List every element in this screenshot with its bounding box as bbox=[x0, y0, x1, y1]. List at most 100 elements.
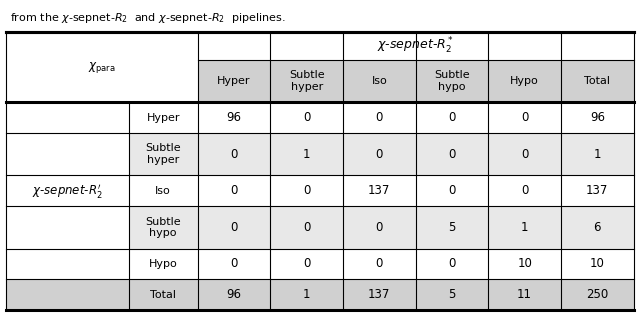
Bar bbox=[488, 279, 561, 310]
Bar bbox=[415, 102, 488, 133]
Text: Total: Total bbox=[150, 290, 176, 300]
Text: 1: 1 bbox=[303, 288, 310, 301]
Bar bbox=[6, 32, 198, 102]
Bar bbox=[561, 279, 634, 310]
Text: Iso: Iso bbox=[156, 186, 171, 196]
Text: 0: 0 bbox=[376, 111, 383, 124]
Text: 0: 0 bbox=[303, 221, 310, 234]
Bar bbox=[6, 3, 634, 32]
Text: 0: 0 bbox=[230, 184, 237, 197]
Bar bbox=[343, 133, 415, 176]
Text: 96: 96 bbox=[227, 288, 241, 301]
Text: 5: 5 bbox=[448, 221, 456, 234]
Bar bbox=[198, 60, 270, 102]
Bar bbox=[415, 279, 488, 310]
Bar bbox=[415, 133, 488, 176]
Text: 11: 11 bbox=[517, 288, 532, 301]
Bar bbox=[198, 32, 634, 60]
Text: 137: 137 bbox=[586, 184, 609, 197]
Bar bbox=[343, 279, 415, 310]
Text: 0: 0 bbox=[448, 148, 456, 161]
Bar bbox=[129, 249, 198, 279]
Bar bbox=[488, 249, 561, 279]
Bar bbox=[270, 249, 343, 279]
Text: 0: 0 bbox=[376, 148, 383, 161]
Bar bbox=[343, 102, 415, 133]
Bar bbox=[270, 176, 343, 206]
Text: 1: 1 bbox=[303, 148, 310, 161]
Text: 96: 96 bbox=[227, 111, 241, 124]
Text: 250: 250 bbox=[586, 288, 609, 301]
Bar bbox=[561, 60, 634, 102]
Text: 0: 0 bbox=[448, 111, 456, 124]
Text: Subtle
hyper: Subtle hyper bbox=[289, 70, 324, 92]
Text: Subtle
hypo: Subtle hypo bbox=[145, 217, 181, 238]
Bar bbox=[415, 176, 488, 206]
Text: Hyper: Hyper bbox=[147, 113, 180, 123]
Text: 0: 0 bbox=[230, 221, 237, 234]
Bar bbox=[561, 176, 634, 206]
Text: Total: Total bbox=[584, 76, 611, 86]
Text: 10: 10 bbox=[590, 257, 605, 270]
Text: 5: 5 bbox=[448, 288, 456, 301]
Text: 0: 0 bbox=[521, 184, 528, 197]
Bar bbox=[270, 206, 343, 249]
Text: $\chi$-sepnet-$R_2^*$: $\chi$-sepnet-$R_2^*$ bbox=[377, 36, 454, 56]
Bar bbox=[198, 206, 270, 249]
Bar bbox=[198, 176, 270, 206]
Bar bbox=[198, 102, 270, 133]
Text: 0: 0 bbox=[521, 148, 528, 161]
Bar bbox=[415, 249, 488, 279]
Text: 96: 96 bbox=[590, 111, 605, 124]
Bar bbox=[343, 206, 415, 249]
Bar bbox=[6, 102, 129, 279]
Text: 0: 0 bbox=[303, 184, 310, 197]
Bar bbox=[488, 102, 561, 133]
Text: Hyper: Hyper bbox=[217, 76, 251, 86]
Text: Hypo: Hypo bbox=[149, 259, 177, 269]
Bar bbox=[415, 60, 488, 102]
Bar bbox=[198, 249, 270, 279]
Text: from the $\chi$-sepnet-$R_2$  and $\chi$-sepnet-$R_2$  pipelines.: from the $\chi$-sepnet-$R_2$ and $\chi$-… bbox=[10, 11, 285, 25]
Text: 0: 0 bbox=[230, 257, 237, 270]
Text: Hypo: Hypo bbox=[510, 76, 539, 86]
Bar bbox=[129, 102, 198, 133]
Text: Subtle
hypo: Subtle hypo bbox=[434, 70, 470, 92]
Bar bbox=[270, 133, 343, 176]
Bar bbox=[270, 102, 343, 133]
Bar bbox=[343, 60, 415, 102]
Bar bbox=[343, 249, 415, 279]
Bar bbox=[415, 206, 488, 249]
Text: 0: 0 bbox=[448, 184, 456, 197]
Bar bbox=[343, 176, 415, 206]
Bar bbox=[270, 60, 343, 102]
Bar bbox=[488, 133, 561, 176]
Bar bbox=[561, 249, 634, 279]
Text: 10: 10 bbox=[517, 257, 532, 270]
Text: $\chi$-sepnet-$R_2'$: $\chi$-sepnet-$R_2'$ bbox=[32, 182, 103, 200]
Text: 137: 137 bbox=[368, 184, 390, 197]
Bar bbox=[488, 60, 561, 102]
Bar bbox=[198, 279, 270, 310]
Text: 0: 0 bbox=[376, 257, 383, 270]
Text: 0: 0 bbox=[521, 111, 528, 124]
Bar bbox=[198, 133, 270, 176]
Text: Iso: Iso bbox=[371, 76, 387, 86]
Text: 0: 0 bbox=[230, 148, 237, 161]
Text: 6: 6 bbox=[593, 221, 601, 234]
Text: 0: 0 bbox=[303, 111, 310, 124]
Text: 0: 0 bbox=[448, 257, 456, 270]
Bar bbox=[129, 279, 198, 310]
Text: 1: 1 bbox=[593, 148, 601, 161]
Text: 0: 0 bbox=[303, 257, 310, 270]
Bar bbox=[129, 206, 198, 249]
Bar bbox=[488, 176, 561, 206]
Text: Subtle
hyper: Subtle hyper bbox=[145, 143, 181, 165]
Text: $\chi_{\mathrm{para}}$: $\chi_{\mathrm{para}}$ bbox=[88, 60, 116, 75]
Text: 137: 137 bbox=[368, 288, 390, 301]
Bar bbox=[129, 176, 198, 206]
Bar bbox=[270, 279, 343, 310]
Text: 1: 1 bbox=[521, 221, 529, 234]
Bar bbox=[561, 102, 634, 133]
Bar bbox=[488, 206, 561, 249]
